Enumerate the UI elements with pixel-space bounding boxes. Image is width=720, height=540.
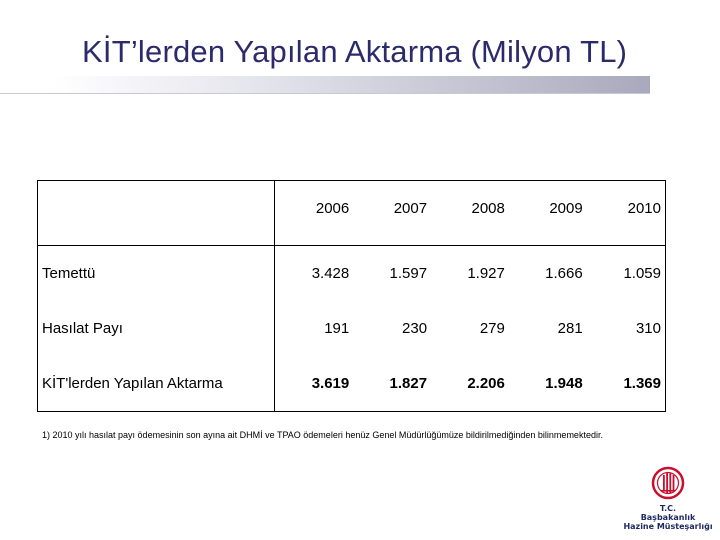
table-header-row: 2006 2007 2008 2009 2010 xyxy=(37,180,666,246)
table-total-row: KİT'lerden Yapılan Aktarma 3.619 1.827 2… xyxy=(37,356,666,412)
year-header: 2009 xyxy=(508,180,587,246)
table-cell: 191 xyxy=(324,320,350,337)
slide-title: KİT’lerden Yapılan Aktarma (Milyon TL) xyxy=(82,34,628,69)
year-header: 2007 xyxy=(353,180,432,246)
year-header: 2010 xyxy=(586,180,666,246)
transfer-table: 2006 2007 2008 2009 2010 Temettü 3.428 1… xyxy=(37,180,666,412)
table-cell: 281 xyxy=(557,320,583,337)
table-cell: 1.948 xyxy=(545,375,583,392)
table-cell: 3.428 xyxy=(311,265,350,282)
row-label: KİT'lerden Yapılan Aktarma xyxy=(37,356,275,412)
table-cell: 1.369 xyxy=(623,375,661,392)
year-header: 2008 xyxy=(431,180,509,246)
table-cell: 230 xyxy=(402,320,428,337)
logo-text-basbakanlik: Başbakanlık xyxy=(640,513,696,522)
table-cell: 1.597 xyxy=(389,265,428,282)
table-row: Hasılat Payı 191 230 279 281 310 xyxy=(37,301,666,356)
table-cell: 279 xyxy=(479,320,505,337)
title-underline-rule xyxy=(0,93,650,94)
logo-text-tc: T.C. xyxy=(659,504,677,513)
table-cell: 3.619 xyxy=(311,375,350,392)
footnote: 1) 2010 yılı hasılat payı ödemesinin son… xyxy=(42,430,603,440)
row-label: Hasılat Payı xyxy=(37,301,275,356)
table-cell: 310 xyxy=(635,320,661,337)
year-header: 2006 xyxy=(274,180,354,246)
table-row: Temettü 3.428 1.597 1.927 1.666 1.059 xyxy=(37,245,666,301)
table-cell: 1.827 xyxy=(389,375,428,392)
treasury-logo: T.C. Başbakanlık Hazine Müsteşarlığı xyxy=(623,466,713,538)
header-empty-cell xyxy=(37,180,275,246)
row-label: Temettü xyxy=(37,245,275,301)
table-cell: 1.059 xyxy=(623,265,661,282)
logo-text-hazine: Hazine Müsteşarlığı xyxy=(623,522,713,531)
title-underline-gradient xyxy=(0,76,650,94)
table-cell: 1.666 xyxy=(545,265,583,282)
table-cell: 2.206 xyxy=(467,375,505,392)
emblem-icon xyxy=(651,466,685,500)
table-cell: 1.927 xyxy=(467,265,505,282)
